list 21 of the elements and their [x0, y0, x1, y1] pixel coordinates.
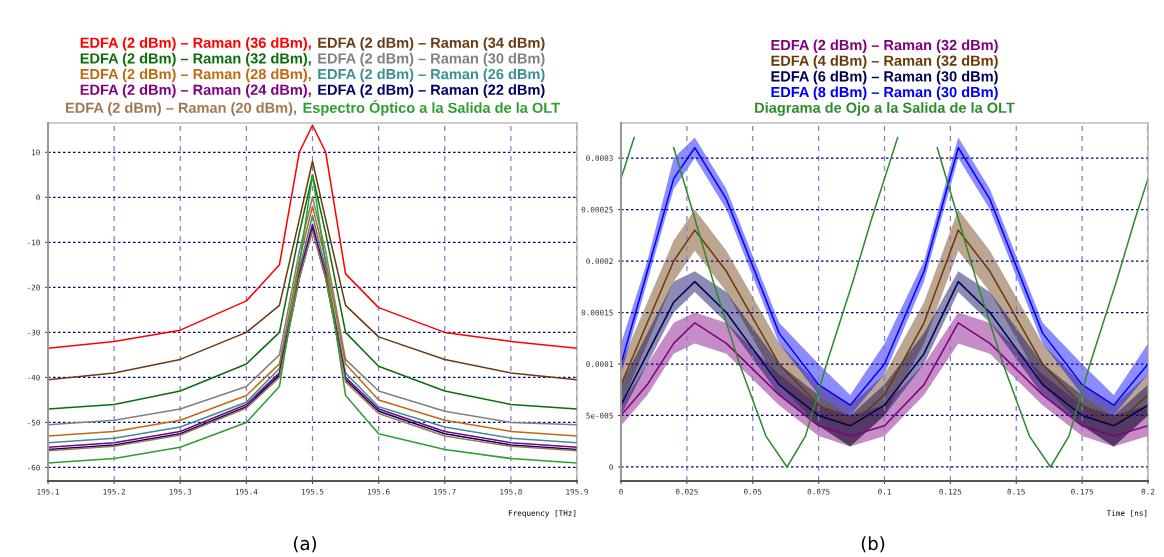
- line-series: [48, 160, 577, 381]
- text: EDFA (2 dBm) – Raman (34 dBm): [318, 37, 545, 51]
- text: Espectro Óptico a la Salida de la OLT: [303, 99, 560, 116]
- text: EDFA (2 dBm) – Raman (26 dBm): [318, 68, 545, 83]
- text: EDFA (2 dBm) – Raman (24 dBm),: [80, 84, 311, 98]
- text: EDFA (2 dBm) – Raman (22 dBm): [318, 84, 545, 98]
- text: EDFA (2 dBm) – Raman (32 dBm): [771, 39, 998, 54]
- text: EDFA (4 dBm) – Raman (32 dBm): [771, 55, 998, 69]
- text: (a): [293, 536, 317, 553]
- text: EDFA (2 dBm) – Raman (20 dBm),: [65, 102, 297, 116]
- text: EDFA (2 dBm) – Raman (28 dBm),: [80, 68, 311, 83]
- text: (b): [861, 536, 885, 553]
- text: EDFA (2 dBm) – Raman (30 dBm): [318, 52, 545, 67]
- line-series: [48, 174, 577, 464]
- line-series: [621, 280, 1148, 427]
- text: Diagrama de Ojo a la Salida de la OLT: [755, 102, 1015, 116]
- text: EDFA (2 dBm) – Raman (36 dBm),: [80, 37, 311, 51]
- text: EDFA (6 dBm) – Raman (30 dBm): [771, 70, 998, 85]
- text: EDFA (8 dBm) – Raman (30 dBm): [771, 86, 998, 101]
- line-series: [621, 229, 1148, 427]
- text: EDFA (2 dBm) – Raman (32 dBm),: [80, 52, 311, 67]
